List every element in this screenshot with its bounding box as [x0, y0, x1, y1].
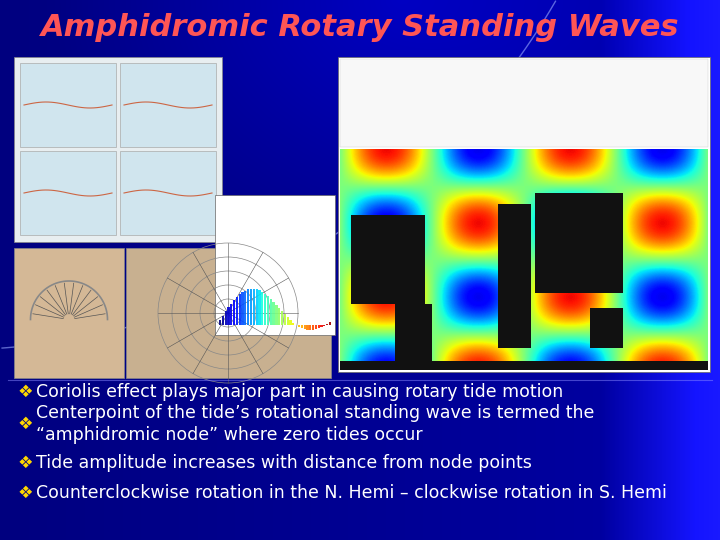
- Bar: [241, 292, 243, 325]
- Bar: [20, 151, 116, 235]
- Text: ❖: ❖: [18, 415, 34, 433]
- Bar: [289, 320, 292, 325]
- Bar: [267, 296, 269, 325]
- Text: ❖: ❖: [18, 484, 34, 502]
- Bar: [320, 325, 323, 327]
- Bar: [244, 291, 246, 325]
- Bar: [14, 57, 222, 242]
- Bar: [340, 59, 708, 147]
- Bar: [120, 63, 216, 147]
- Bar: [230, 303, 233, 325]
- Bar: [236, 297, 238, 325]
- Bar: [351, 215, 425, 303]
- Bar: [275, 305, 277, 325]
- Bar: [326, 324, 328, 325]
- Bar: [338, 57, 710, 372]
- Bar: [309, 325, 311, 330]
- Bar: [281, 312, 283, 325]
- Bar: [14, 248, 124, 378]
- Bar: [126, 248, 331, 378]
- Bar: [272, 302, 275, 325]
- Bar: [284, 314, 286, 325]
- Text: ❖: ❖: [18, 454, 34, 472]
- Bar: [247, 289, 249, 325]
- Bar: [238, 294, 241, 325]
- Bar: [270, 299, 272, 325]
- Bar: [219, 320, 221, 325]
- Bar: [312, 325, 314, 330]
- Bar: [315, 325, 317, 329]
- Bar: [261, 292, 264, 325]
- Bar: [215, 195, 335, 335]
- Bar: [250, 289, 252, 325]
- Bar: [535, 193, 624, 293]
- Bar: [329, 322, 331, 325]
- Bar: [340, 361, 708, 370]
- Bar: [498, 204, 531, 348]
- Text: Coriolis effect plays major part in causing rotary tide motion: Coriolis effect plays major part in caus…: [36, 383, 563, 401]
- Bar: [20, 63, 116, 147]
- Bar: [287, 318, 289, 325]
- Bar: [318, 325, 320, 328]
- Bar: [253, 289, 255, 325]
- Bar: [301, 325, 303, 328]
- Bar: [264, 294, 266, 325]
- Bar: [120, 151, 216, 235]
- Bar: [298, 325, 300, 327]
- Bar: [395, 303, 432, 366]
- Bar: [304, 325, 306, 329]
- Text: Centerpoint of the tide’s rotational standing wave is termed the
“amphidromic no: Centerpoint of the tide’s rotational sta…: [36, 404, 595, 444]
- Text: ❖: ❖: [18, 383, 34, 401]
- Bar: [306, 325, 309, 330]
- Bar: [256, 289, 258, 325]
- Text: Tide amplitude increases with distance from node points: Tide amplitude increases with distance f…: [36, 454, 532, 472]
- Text: Counterclockwise rotation in the N. Hemi – clockwise rotation in S. Hemi: Counterclockwise rotation in the N. Hemi…: [36, 484, 667, 502]
- Bar: [590, 308, 624, 348]
- Bar: [278, 308, 280, 325]
- Bar: [222, 316, 224, 325]
- Bar: [292, 323, 294, 325]
- Text: Amphidromic Rotary Standing Waves: Amphidromic Rotary Standing Waves: [41, 13, 679, 42]
- Bar: [258, 291, 261, 325]
- Bar: [225, 312, 227, 325]
- Bar: [228, 307, 230, 325]
- Bar: [233, 300, 235, 325]
- Bar: [323, 325, 325, 326]
